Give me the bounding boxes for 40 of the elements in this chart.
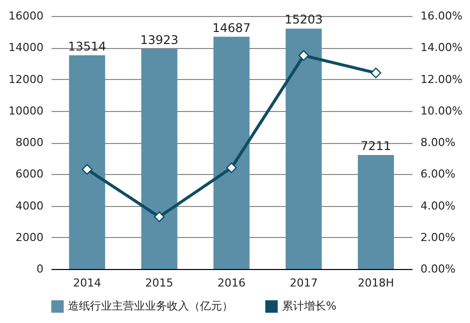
y-tick-label: 12000 [8, 72, 44, 86]
x-tick-label: 2017 [290, 276, 318, 290]
y2-tick-label: 10.00% [420, 104, 462, 118]
legend-label: 造纸行业主营业业务收入（亿元） [68, 300, 233, 313]
bar [286, 28, 322, 269]
y2-tick-label: 6.00% [420, 168, 456, 181]
y2-tick-label: 0.00% [420, 262, 456, 276]
x-tick-label: 2016 [218, 276, 246, 290]
y2-tick-label: 16.00% [420, 10, 462, 22]
point [298, 50, 310, 61]
data-label: 13923 [140, 32, 178, 47]
y2-tick-label: 4.00% [420, 199, 456, 212]
y2-tick-label: 2.00% [420, 230, 456, 244]
bar [69, 55, 106, 269]
y-tick-label: 14000 [8, 41, 44, 54]
y-tick-label: 10000 [8, 104, 44, 118]
y-tick-label: 6000 [16, 168, 44, 181]
data-label: 14687 [212, 20, 251, 35]
x-tick-label: 2015 [145, 276, 174, 290]
point [154, 211, 165, 222]
y-tick-label: 16000 [8, 10, 44, 22]
x-tick-label: 2014 [73, 276, 102, 290]
y2-tick-label: 8.00% [420, 136, 456, 149]
data-label: 13514 [68, 39, 106, 54]
point [82, 164, 92, 175]
y-tick-label: 4000 [16, 199, 44, 212]
data-label: 15203 [284, 12, 323, 27]
y2-tick-label: 14.00% [420, 41, 462, 54]
y-tick-label: 0 [36, 262, 44, 276]
bar [141, 48, 178, 269]
bar [358, 154, 394, 269]
y-tick-label: 8000 [16, 136, 44, 149]
x-tick-label: 2018H [358, 276, 394, 290]
y-tick-label: 2000 [16, 230, 44, 244]
y2-tick-label: 12.00% [420, 72, 462, 86]
legend-label: 累计增长% [282, 300, 336, 313]
data-label: 7211 [360, 138, 392, 153]
point [370, 68, 382, 78]
point [226, 162, 237, 174]
bar [213, 36, 250, 269]
